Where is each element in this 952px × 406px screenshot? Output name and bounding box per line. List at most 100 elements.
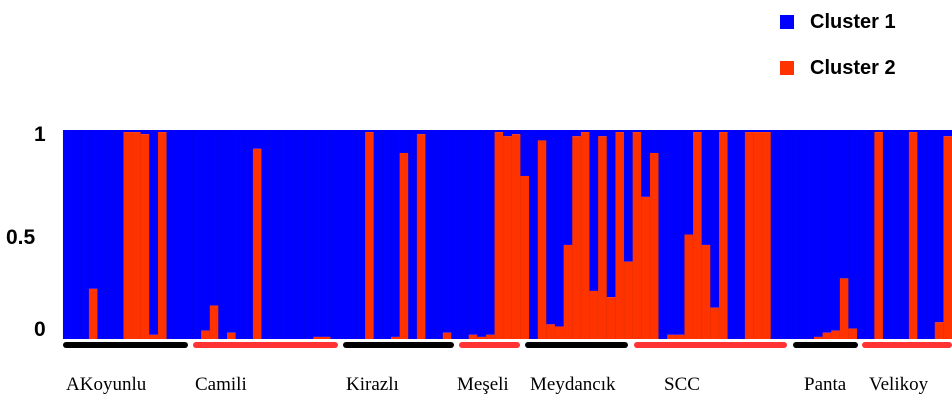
bar-cluster-1-54 — [529, 130, 539, 339]
y-tick-1: 1 — [34, 123, 46, 146]
bar-cluster-1-17 — [209, 130, 219, 306]
bar-cluster-2-94 — [874, 132, 884, 339]
bar-cluster-2-64 — [615, 132, 625, 339]
bar-cluster-1-97 — [900, 130, 910, 339]
bar-cluster-2-89 — [831, 330, 841, 339]
bar-cluster-2-61 — [589, 290, 599, 339]
bar-cluster-2-59 — [572, 136, 582, 339]
population-bar-1 — [193, 342, 338, 348]
bar-cluster-1-12 — [166, 130, 176, 339]
bar-cluster-2-67 — [641, 196, 651, 339]
bar-cluster-1-78 — [736, 130, 746, 339]
bar-cluster-1-19 — [226, 130, 236, 333]
bar-cluster-1-36 — [373, 130, 383, 339]
bar-cluster-2-41 — [416, 134, 426, 339]
bar-cluster-1-94 — [874, 130, 884, 133]
bar-cluster-1-15 — [192, 130, 202, 339]
bar-cluster-2-9 — [140, 134, 150, 339]
bar-cluster-2-98 — [908, 132, 918, 339]
bar-cluster-1-13 — [175, 130, 185, 339]
bar-cluster-1-14 — [183, 130, 193, 339]
bar-cluster-2-76 — [718, 132, 728, 339]
bar-cluster-1-93 — [865, 130, 875, 339]
bar-cluster-1-82 — [770, 130, 780, 339]
bar-cluster-1-9 — [140, 130, 150, 135]
bar-cluster-1-100 — [926, 130, 936, 339]
bar-cluster-1-81 — [762, 130, 772, 133]
bar-cluster-1-74 — [701, 130, 711, 245]
bar-cluster-2-38 — [390, 336, 400, 339]
bar-cluster-2-22 — [252, 148, 262, 339]
bar-cluster-1-31 — [330, 130, 340, 339]
bar-cluster-1-39 — [399, 130, 409, 153]
population-label-meydancik: Meydancık — [530, 374, 616, 395]
bar-cluster-1-23 — [261, 130, 271, 339]
bar-cluster-1-1 — [71, 130, 81, 339]
bar-cluster-1-26 — [287, 130, 297, 339]
bar-cluster-1-38 — [390, 130, 400, 337]
bar-cluster-1-75 — [710, 130, 720, 308]
bar-cluster-1-57 — [554, 130, 564, 327]
bar-cluster-2-63 — [606, 297, 616, 339]
population-label-camili: Camili — [195, 374, 247, 395]
bar-cluster-2-56 — [546, 324, 556, 339]
bar-cluster-1-99 — [917, 130, 927, 339]
bar-cluster-1-59 — [572, 130, 582, 137]
bar-cluster-2-35 — [365, 132, 375, 339]
bar-cluster-1-11 — [157, 130, 167, 133]
bar-cluster-1-79 — [744, 130, 754, 133]
population-label-velikoy: Velikoy — [869, 374, 929, 395]
bar-cluster-1-50 — [494, 130, 504, 133]
bar-cluster-1-46 — [460, 130, 469, 339]
bar-cluster-2-74 — [701, 244, 711, 339]
bar-cluster-2-7 — [123, 132, 133, 339]
legend-swatch-cluster-2 — [780, 61, 794, 75]
bar-cluster-1-87 — [813, 130, 823, 337]
legend-swatch-cluster-1 — [780, 15, 794, 29]
bar-cluster-1-6 — [114, 130, 124, 339]
bar-cluster-1-8 — [132, 130, 141, 133]
bar-cluster-2-58 — [563, 244, 573, 339]
bar-cluster-1-62 — [598, 130, 608, 137]
bar-cluster-1-45 — [451, 130, 461, 339]
bar-cluster-1-102 — [943, 130, 952, 137]
bar-cluster-1-98 — [908, 130, 918, 133]
bar-cluster-2-51 — [503, 136, 513, 339]
bar-cluster-2-68 — [649, 152, 659, 339]
bar-cluster-1-80 — [753, 130, 763, 133]
bar-cluster-2-48 — [477, 336, 487, 339]
bar-cluster-2-60 — [580, 132, 590, 339]
bar-cluster-1-24 — [270, 130, 280, 339]
population-bar-6 — [793, 342, 858, 348]
legend-item-cluster-2: Cluster 2 — [780, 56, 896, 80]
legend-label-cluster-1: Cluster 1 — [810, 10, 896, 33]
bar-cluster-1-63 — [606, 130, 616, 298]
bar-cluster-1-25 — [278, 130, 288, 339]
bar-cluster-1-47 — [468, 130, 478, 335]
bar-cluster-1-76 — [718, 130, 728, 133]
bar-cluster-1-77 — [727, 130, 737, 339]
bar-cluster-1-18 — [218, 130, 228, 339]
population-bar-4 — [525, 342, 628, 348]
bar-cluster-1-22 — [252, 130, 262, 149]
bar-cluster-2-71 — [675, 334, 685, 339]
bar-cluster-2-70 — [667, 334, 677, 339]
bar-cluster-1-10 — [149, 130, 159, 335]
bar-cluster-1-43 — [434, 130, 444, 339]
bar-cluster-1-72 — [684, 130, 694, 235]
bar-cluster-1-83 — [779, 130, 789, 339]
population-bar-5 — [634, 342, 787, 348]
bar-cluster-1-27 — [296, 130, 305, 339]
bar-cluster-2-47 — [468, 334, 478, 339]
bar-cluster-1-56 — [546, 130, 556, 325]
population-label-scc: SCC — [664, 374, 700, 395]
bar-cluster-1-29 — [313, 130, 323, 337]
bar-cluster-2-16 — [201, 330, 211, 339]
bar-cluster-2-10 — [149, 334, 159, 339]
bar-cluster-2-11 — [157, 132, 167, 339]
legend-label-cluster-2: Cluster 2 — [810, 56, 896, 79]
bar-cluster-1-86 — [805, 130, 815, 339]
bar-cluster-1-48 — [477, 130, 487, 337]
population-bar-0 — [63, 342, 188, 348]
